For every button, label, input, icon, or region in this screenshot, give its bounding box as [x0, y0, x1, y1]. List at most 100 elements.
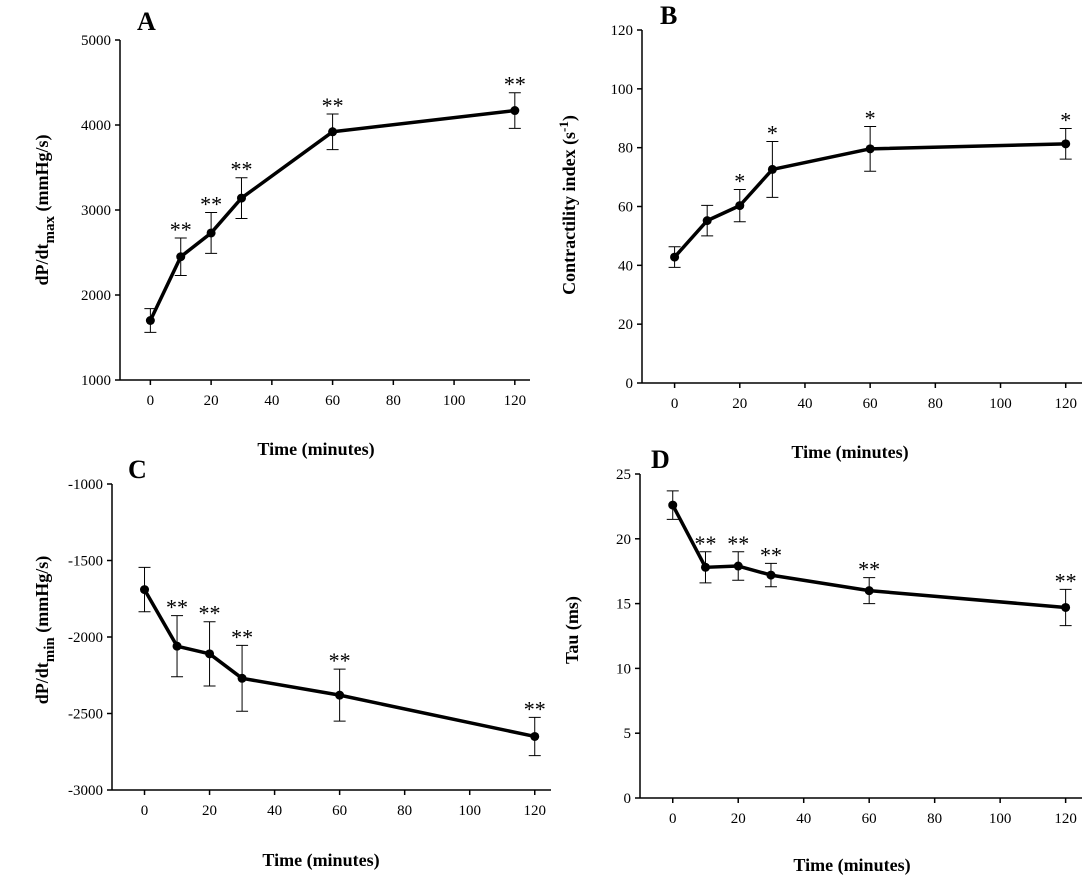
y-tick-label: 15: [616, 597, 631, 613]
significance-marker: **: [1055, 568, 1077, 593]
panel-c: -3000 -2500 -2000 -1500 -1000 0 20 40 60 80 100 120…: [32, 455, 551, 871]
y-axis-title-units: (mmHg/s): [32, 134, 53, 215]
y-tick-label: 3000: [81, 203, 111, 219]
panel-b: 0 20 40 60 80 100 120 0 20 40 60 80 100 120 * * * * B Time …: [556, 1, 1082, 463]
significance-marker: **: [322, 93, 344, 118]
y-axis-title-subscript: min: [42, 637, 58, 663]
y-tick-label: -1000: [68, 477, 103, 493]
data-point: [335, 690, 345, 700]
significance-marker: *: [767, 120, 778, 145]
data-point: [328, 127, 338, 137]
y-tick-label: 100: [611, 82, 634, 98]
significance-marker: **: [230, 157, 252, 182]
data-point: [1061, 602, 1071, 612]
data-point: [735, 201, 745, 211]
y-axis-title: Contractility index (s-1): [556, 115, 580, 295]
y-tick-label: 0: [624, 791, 632, 807]
x-tick-label: 120: [523, 803, 546, 819]
series-line: [671, 504, 1066, 610]
x-tick-label: 20: [732, 396, 747, 412]
y-tick-label: 60: [618, 200, 633, 216]
significance-marker: **: [166, 595, 188, 620]
significance-marker: **: [504, 72, 526, 97]
significance-marker: *: [734, 168, 745, 193]
data-point: [140, 585, 150, 595]
significance-marker: **: [170, 217, 192, 242]
x-axis-title: Time (minutes): [793, 855, 910, 876]
y-tick-label: 5000: [81, 33, 111, 49]
x-tick-label: 0: [141, 803, 149, 819]
significance-marker: **: [524, 696, 546, 721]
x-tick-label: 40: [796, 811, 811, 827]
y-axis-title-superscript: -1: [556, 121, 571, 132]
y-axis-title-units: ): [559, 115, 580, 121]
significance-marker: **: [329, 648, 351, 673]
x-tick-label: 0: [671, 396, 679, 412]
x-tick-label: 80: [928, 396, 943, 412]
panel-label: B: [660, 1, 677, 30]
y-tick-label: 40: [618, 258, 633, 274]
y-tick-label: 120: [611, 23, 634, 39]
data-point: [236, 193, 246, 203]
x-tick-label: 80: [397, 803, 412, 819]
y-tick-label: -2500: [68, 707, 103, 723]
x-axis-title: Time (minutes): [262, 850, 379, 871]
y-axis-title-main: Tau (ms): [562, 596, 583, 664]
x-tick-label: 20: [731, 811, 746, 827]
x-tick-label: 120: [1054, 811, 1077, 827]
significance-marker: **: [760, 542, 782, 567]
y-axis-title: dP/dtmin (mmHg/s): [32, 556, 58, 705]
x-tick-label: 40: [264, 393, 279, 409]
x-tick-label: 80: [386, 393, 401, 409]
data-point: [766, 570, 776, 580]
significance-marker: **: [199, 601, 221, 626]
x-tick-label: 40: [267, 803, 282, 819]
y-tick-label: 80: [618, 141, 633, 157]
y-axis-title-units: (mmHg/s): [32, 556, 53, 637]
y-tick-label: 4000: [81, 118, 111, 134]
significance-marker: **: [200, 192, 222, 217]
x-tick-label: 120: [504, 393, 527, 409]
x-axis-title: Time (minutes): [257, 439, 374, 460]
panel-label: A: [137, 7, 156, 36]
significance-marker: *: [865, 105, 876, 130]
data-point: [510, 106, 520, 116]
panel-a: 1000 2000 3000 4000 5000 0 20 40 60 80 100 120 ** ** *…: [32, 7, 530, 460]
y-tick-label: 5: [624, 726, 632, 742]
x-tick-label: 120: [1054, 396, 1077, 412]
data-point: [670, 252, 680, 262]
significance-marker: **: [858, 557, 880, 582]
y-tick-label: 10: [616, 661, 631, 677]
series-line: [143, 588, 536, 739]
x-tick-label: 80: [927, 811, 942, 827]
y-axis-title-subscript: max: [42, 215, 58, 243]
x-tick-label: 60: [332, 803, 347, 819]
y-tick-label: 0: [626, 376, 634, 392]
x-tick-label: 0: [669, 811, 677, 827]
panel-label: D: [651, 445, 670, 474]
x-tick-label: 100: [443, 393, 466, 409]
x-tick-label: 60: [325, 393, 340, 409]
series-line: [148, 108, 516, 322]
panel-d: 0 5 10 15 20 25 0 20 40 60 80 100 120 ** ** ** ** ** D Time…: [562, 445, 1082, 876]
y-tick-label: 2000: [81, 288, 111, 304]
data-point: [733, 561, 743, 571]
y-tick-label: 20: [616, 532, 631, 548]
x-tick-label: 0: [147, 393, 155, 409]
y-axis-title-main: dP/dt: [32, 662, 52, 704]
data-point: [176, 252, 186, 262]
data-point: [702, 216, 712, 226]
x-tick-label: 100: [458, 803, 481, 819]
data-point: [237, 673, 247, 683]
significance-marker: **: [694, 531, 716, 556]
data-point: [172, 641, 182, 651]
y-axis-title-main: Contractility index (s: [559, 132, 580, 295]
significance-marker: *: [1060, 108, 1071, 133]
data-point: [145, 316, 155, 325]
x-tick-label: 60: [862, 811, 877, 827]
data-point: [865, 144, 875, 154]
data-point: [530, 731, 540, 741]
x-tick-label: 60: [863, 396, 878, 412]
y-tick-label: -2000: [68, 630, 103, 646]
y-tick-label: 25: [616, 467, 631, 483]
